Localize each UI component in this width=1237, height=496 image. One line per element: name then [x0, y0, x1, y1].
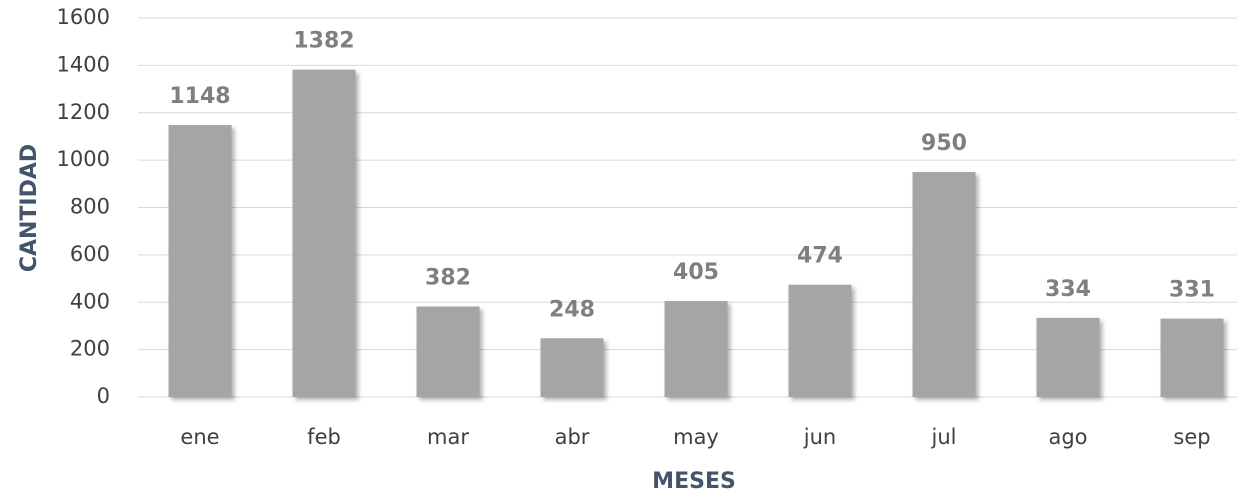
x-tick-label: ago: [1048, 425, 1087, 449]
value-label: 405: [673, 260, 719, 285]
y-tick-label: 600: [70, 242, 110, 266]
x-tick-label: jun: [803, 425, 836, 449]
x-tick-label: sep: [1173, 425, 1210, 449]
bar: [168, 125, 232, 397]
value-label: 334: [1045, 277, 1091, 302]
bar: [292, 69, 356, 398]
y-tick-label: 1600: [57, 5, 110, 29]
bar: [1036, 317, 1100, 397]
x-tick-label: ene: [180, 425, 219, 449]
x-tick-label: mar: [427, 425, 469, 449]
value-label: 474: [797, 244, 843, 269]
y-axis-title: CANTIDAD: [17, 144, 42, 272]
y-tick-label: 1000: [57, 147, 110, 171]
bar: [788, 284, 852, 397]
x-tick-label: may: [673, 425, 719, 449]
value-label: 1148: [169, 84, 230, 109]
bar: [416, 306, 480, 397]
bar: [664, 301, 728, 397]
x-tick-label: feb: [307, 425, 341, 449]
x-axis-title: MESES: [652, 469, 736, 494]
y-tick-label: 400: [70, 289, 110, 313]
bar: [540, 338, 604, 397]
x-tick-label: abr: [555, 425, 590, 449]
y-tick-label: 800: [70, 195, 110, 219]
y-tick-label: 1200: [57, 100, 110, 124]
value-label: 331: [1169, 278, 1215, 303]
x-tick-label: jul: [931, 425, 957, 449]
y-tick-label: 200: [70, 337, 110, 361]
bar: [1160, 318, 1224, 397]
value-label: 1382: [293, 29, 354, 54]
value-label: 382: [425, 266, 471, 291]
bar: [912, 171, 976, 397]
value-label: 950: [921, 131, 967, 156]
y-tick-label: 0: [97, 384, 110, 408]
value-label: 248: [549, 297, 595, 322]
y-tick-label: 1400: [57, 52, 110, 76]
